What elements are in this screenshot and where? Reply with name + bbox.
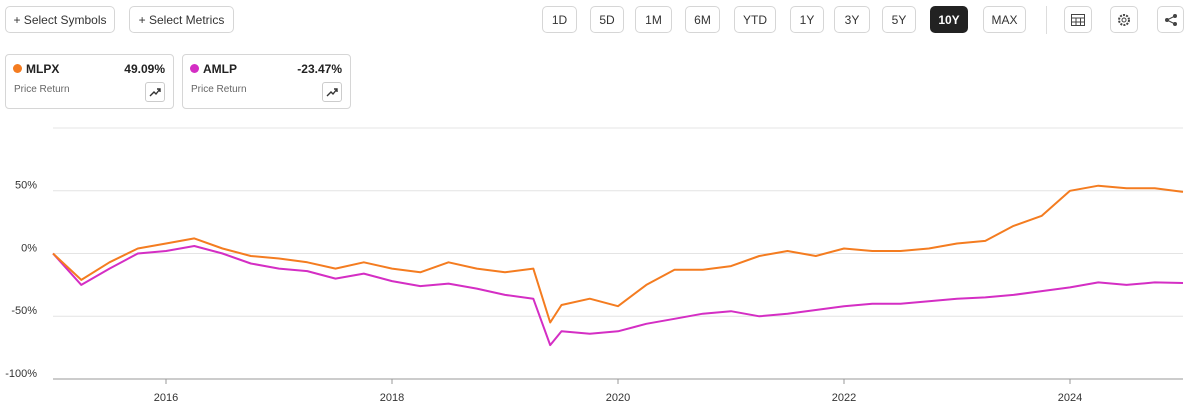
legend-dot [13, 64, 22, 73]
legend-metric: Price Return [14, 84, 70, 95]
y-tick-label: 50% [15, 180, 37, 192]
x-tick-label: 2020 [606, 392, 630, 404]
legend-symbol: AMLP [203, 62, 237, 76]
range-button[interactable]: MAX [983, 6, 1026, 33]
legend-symbol: MLPX [26, 62, 60, 76]
trend-button[interactable] [145, 82, 165, 102]
table-icon [1071, 13, 1085, 26]
legend-change: 49.09% [124, 62, 165, 76]
range-button[interactable]: 1Y [790, 6, 824, 33]
legend-metric: Price Return [191, 84, 247, 95]
y-tick-label: -50% [11, 305, 37, 317]
trend-icon [326, 88, 338, 97]
range-button[interactable]: 1D [542, 6, 577, 33]
series-line [52, 184, 1184, 324]
legend-card[interactable]: MLPX 49.09% Price Return [5, 54, 174, 109]
x-tick-label: 2024 [1058, 392, 1082, 404]
trend-icon [149, 88, 161, 97]
divider [1046, 6, 1047, 34]
series-line [52, 245, 1184, 347]
legend-card[interactable]: AMLP -23.47% Price Return [182, 54, 351, 109]
select-button[interactable]: + Select Metrics [129, 6, 234, 33]
range-button[interactable]: 3Y [834, 6, 870, 33]
select-button[interactable]: + Select Symbols [5, 6, 115, 33]
gear-icon [1118, 13, 1130, 26]
x-tick-label: 2016 [154, 392, 178, 404]
x-tick-label: 2022 [832, 392, 856, 404]
x-tick-label: 2018 [380, 392, 404, 404]
range-button[interactable]: 10Y [930, 6, 968, 33]
share-button[interactable] [1157, 6, 1184, 33]
range-button[interactable]: 6M [685, 6, 720, 33]
range-button[interactable]: 5D [590, 6, 624, 33]
range-button[interactable]: YTD [734, 6, 776, 33]
legend-change: -23.47% [297, 62, 342, 76]
table-button[interactable] [1064, 6, 1092, 33]
range-button[interactable]: 1M [635, 6, 672, 33]
range-button[interactable]: 5Y [882, 6, 916, 33]
y-tick-label: -100% [5, 368, 37, 380]
legend-dot [190, 64, 199, 73]
share-icon [1164, 13, 1177, 26]
settings-button[interactable] [1110, 6, 1138, 33]
trend-button[interactable] [322, 82, 342, 102]
y-tick-label: 0% [21, 242, 37, 254]
